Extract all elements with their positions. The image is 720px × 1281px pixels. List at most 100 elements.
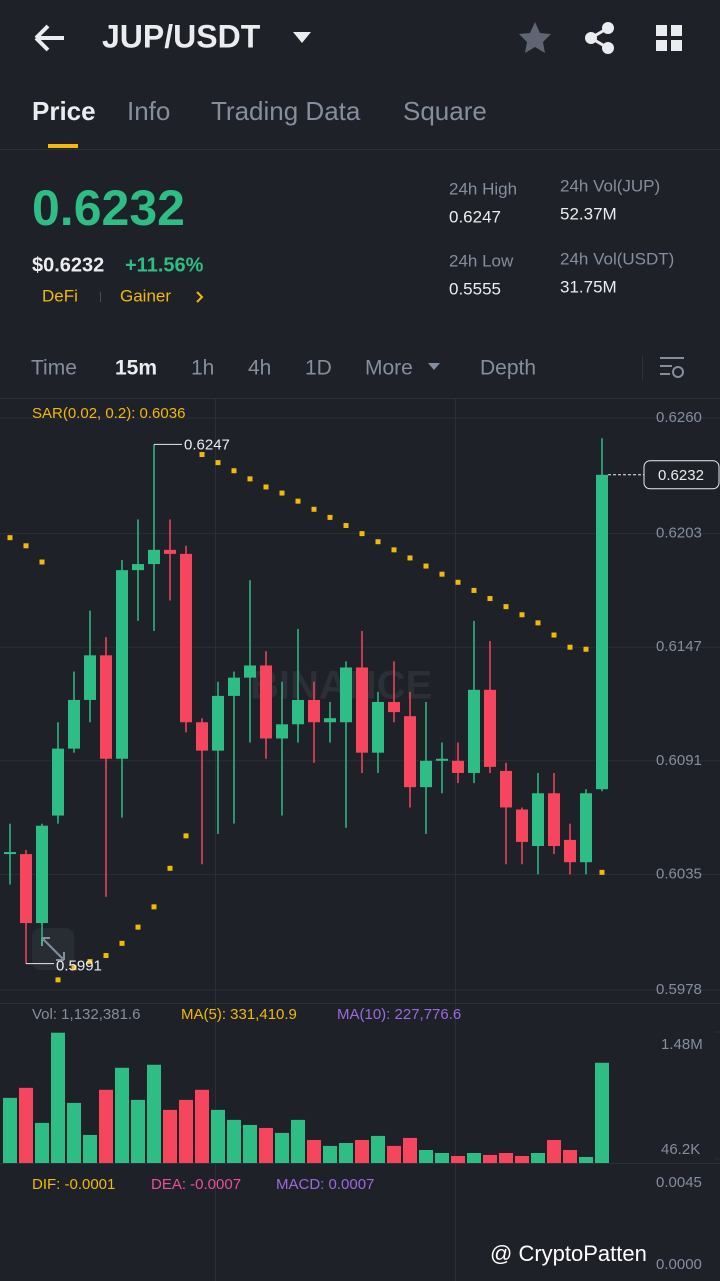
volume-bar: [131, 1099, 145, 1163]
sar-dot: [55, 977, 61, 983]
volume-bar: [291, 1119, 305, 1163]
sar-dot: [375, 539, 381, 545]
sar-dot: [119, 940, 125, 946]
divider: [0, 1163, 720, 1164]
volume-bar: [355, 1139, 369, 1163]
watermark: @ CryptoPatten: [490, 1241, 647, 1266]
tab[interactable]: Info: [127, 96, 170, 126]
y-tick-label: 0.6091: [656, 752, 702, 769]
favorite-button[interactable]: [519, 22, 551, 53]
sar-dot: [199, 452, 205, 458]
sar-dot: [183, 833, 189, 839]
sar-dot: [71, 965, 77, 971]
divider: [0, 1003, 720, 1004]
pair-title[interactable]: JUP/USDT: [102, 18, 261, 54]
y-tick-label: 0.6260: [656, 409, 702, 426]
menu-button[interactable]: [656, 25, 682, 51]
volume-bar: [547, 1139, 561, 1163]
sar-dot: [599, 869, 605, 875]
candle-body: [548, 793, 560, 846]
stat-value: 0.6247: [449, 207, 501, 226]
volume-bar: [531, 1152, 545, 1163]
sar-dot: [423, 563, 429, 569]
low-label: 0.5991: [56, 958, 102, 975]
interval[interactable]: 1h: [191, 357, 214, 380]
candle-body: [100, 655, 112, 759]
last-price: 0.6232: [32, 180, 185, 236]
sar-dot: [7, 535, 13, 541]
sar-dot: [487, 596, 493, 602]
candle-body: [516, 809, 528, 842]
macd-axis-label: 0.0000: [656, 1256, 702, 1273]
volume-bar: [195, 1089, 209, 1163]
interval[interactable]: 1D: [305, 357, 332, 380]
volume-bar: [99, 1089, 113, 1163]
candle-body: [404, 716, 416, 788]
candle-body: [420, 760, 432, 788]
candle-body: [340, 667, 352, 723]
volume-bar: [243, 1124, 257, 1163]
pair-dropdown[interactable]: [293, 32, 311, 43]
sar-dot: [359, 531, 365, 537]
candle-body: [276, 724, 288, 739]
more-dropdown[interactable]: [428, 363, 440, 370]
candle-body: [244, 665, 256, 678]
candle-body: [308, 699, 320, 723]
chart-settings[interactable]: [660, 357, 684, 378]
volume-axis-label: 1.48M: [661, 1036, 703, 1053]
tab[interactable]: Square: [403, 96, 487, 126]
volume-bar: [515, 1156, 529, 1163]
candle-body: [436, 758, 448, 761]
volume-bar: [403, 1137, 417, 1163]
candle-body: [452, 760, 464, 773]
tag-chevron: [196, 291, 204, 303]
candle-body: [132, 564, 144, 571]
tag[interactable]: DeFi: [42, 286, 78, 305]
sar-dot: [39, 559, 45, 565]
share-button[interactable]: [585, 22, 614, 54]
back-button[interactable]: [34, 24, 64, 52]
sar-dot: [263, 484, 269, 490]
volume-bar: [371, 1135, 385, 1163]
tab[interactable]: Price: [32, 96, 96, 126]
sar-dot: [551, 632, 557, 638]
sar-dot: [455, 579, 461, 585]
candle-body: [532, 793, 544, 846]
sar-dot: [519, 612, 525, 618]
candle-body: [484, 689, 496, 767]
volume-bar: [323, 1145, 337, 1163]
sar-dot: [135, 924, 141, 930]
candle-body: [356, 667, 368, 753]
tab[interactable]: Trading Data: [211, 96, 361, 126]
volume-legend: MA(5): 331,410.9: [181, 1006, 297, 1023]
volume-bar: [147, 1064, 161, 1163]
grid-line-vertical: [215, 399, 216, 1281]
candle-body: [500, 770, 512, 808]
volume-bar: [259, 1127, 273, 1163]
interval[interactable]: Depth: [480, 357, 536, 380]
candle-body: [52, 748, 64, 816]
sar-dot: [327, 514, 333, 520]
candle-body: [260, 665, 272, 739]
tag[interactable]: Gainer: [120, 286, 171, 305]
sar-dot: [407, 555, 413, 561]
candle-body: [20, 854, 32, 924]
interval[interactable]: Time: [31, 357, 77, 380]
interval[interactable]: More: [365, 357, 413, 380]
candle-body: [4, 852, 16, 855]
interval[interactable]: 4h: [248, 357, 271, 380]
interval[interactable]: 15m: [115, 357, 157, 380]
sar-dot: [535, 620, 541, 626]
tag-separator: [100, 292, 101, 302]
divider: [642, 355, 643, 381]
candle-body: [36, 825, 48, 924]
sar-dot: [343, 523, 349, 529]
y-tick-label: 0.6147: [656, 638, 702, 655]
volume-bar: [19, 1087, 33, 1163]
y-tick-label: 0.6035: [656, 865, 702, 882]
volume-axis-label: 46.2K: [661, 1141, 700, 1158]
candle-body: [84, 655, 96, 700]
volume-bar: [3, 1097, 17, 1163]
